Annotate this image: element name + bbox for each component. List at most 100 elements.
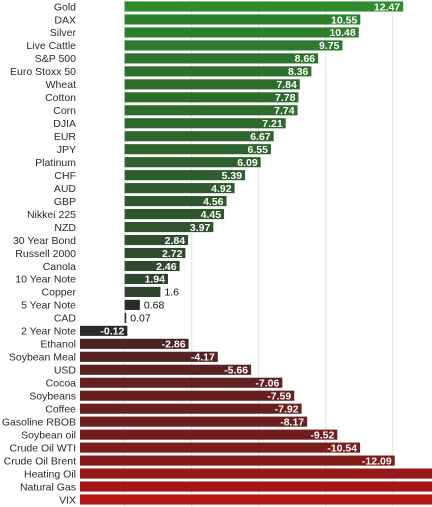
category-label: Live Cattle	[26, 40, 76, 52]
category-label: Nikkei 225	[27, 209, 76, 221]
category-label: CAD	[54, 313, 77, 325]
category-label: Coffee	[45, 403, 76, 415]
value-label: 7.21	[262, 118, 283, 130]
bar	[124, 273, 169, 285]
value-label: 6.67	[250, 131, 271, 143]
value-label: 0.07	[130, 313, 151, 325]
category-label: Canola	[43, 261, 76, 273]
bar	[124, 92, 299, 103]
value-label: -12.09	[362, 455, 392, 467]
category-label: Cotton	[45, 92, 76, 104]
bar	[124, 14, 361, 25]
value-label: 10.55	[331, 14, 357, 26]
category-label: Russell 2000	[15, 248, 76, 260]
value-label: -0.12	[100, 326, 124, 338]
value-label: 1.94	[145, 274, 166, 286]
bar	[80, 364, 252, 375]
value-label: -2.86	[162, 339, 186, 351]
bar	[124, 221, 214, 233]
bar	[80, 403, 302, 414]
category-label: DJIA	[53, 118, 76, 130]
bar	[124, 118, 286, 129]
value-label: 8.66	[295, 53, 316, 65]
value-label: -7.92	[275, 403, 299, 415]
bar	[124, 131, 274, 142]
category-label: 30 Year Bond	[13, 235, 76, 247]
category-label: 5 Year Note	[21, 300, 76, 312]
value-label: -9.52	[310, 429, 334, 441]
bar	[124, 144, 271, 155]
bar	[124, 234, 189, 246]
bar	[124, 286, 161, 297]
category-label: Euro Stoxx 50	[10, 66, 76, 78]
category-label: 2 Year Note	[21, 326, 76, 338]
bar	[80, 455, 395, 466]
category-label: USD	[54, 365, 77, 377]
category-label: Ethanol	[40, 339, 76, 351]
value-label: -5.66	[224, 365, 248, 377]
value-label: 9.75	[319, 40, 340, 52]
category-label: Corn	[53, 105, 76, 117]
bar	[80, 390, 295, 401]
category-label: Soybean Meal	[9, 352, 76, 364]
bar	[80, 351, 218, 362]
category-label: VIX	[59, 494, 76, 506]
bar	[80, 377, 283, 388]
category-label: Soybean oil	[21, 429, 76, 441]
bar	[80, 481, 432, 492]
value-label: 2.84	[165, 235, 186, 247]
bar	[124, 157, 261, 168]
value-label: -8.17	[280, 416, 304, 428]
bar	[124, 196, 227, 207]
bar	[124, 260, 180, 272]
category-label: 10 Year Note	[15, 274, 76, 286]
value-label: 5.39	[222, 170, 243, 182]
category-label: GBP	[54, 196, 76, 208]
category-label: DAX	[54, 14, 76, 26]
value-label: 4.92	[211, 183, 232, 195]
bar	[124, 183, 235, 194]
bar	[80, 325, 128, 336]
bar	[80, 338, 189, 349]
value-label: 4.45	[201, 209, 222, 221]
value-label: 6.55	[248, 144, 269, 156]
category-label: Wheat	[46, 79, 76, 91]
bar	[124, 53, 319, 64]
category-label: Cocoa	[46, 378, 77, 390]
bar	[124, 105, 298, 116]
bar	[80, 416, 308, 427]
bar	[124, 209, 225, 220]
category-label: Crude Oil WTI	[9, 442, 76, 454]
category-label: Heating Oil	[24, 468, 76, 480]
value-label: -4.17	[191, 352, 215, 364]
category-label: EUR	[54, 131, 77, 143]
value-label: -7.59	[267, 391, 291, 403]
bar	[124, 66, 312, 77]
value-label: 10.48	[329, 27, 355, 39]
value-label: 4.56	[203, 196, 224, 208]
category-label: NZD	[54, 222, 76, 234]
value-label: 12.47	[374, 1, 400, 13]
bar	[80, 442, 361, 453]
category-label: Platinum	[35, 157, 76, 169]
category-label: Soybeans	[29, 391, 76, 403]
category-label: Gasoline RBOB	[2, 416, 76, 428]
category-label: CHF	[54, 170, 76, 182]
value-label: 2.72	[162, 248, 183, 260]
value-label: -10.54	[327, 442, 357, 454]
value-label: 8.36	[288, 66, 309, 78]
category-label: Crude Oil Brent	[4, 455, 76, 467]
bar	[80, 494, 432, 505]
value-label: 2.46	[156, 261, 177, 273]
bar	[124, 312, 127, 323]
bar	[80, 468, 432, 479]
category-label: JPY	[57, 144, 76, 156]
bar	[80, 429, 338, 440]
value-label: 0.68	[144, 300, 165, 312]
value-label: 6.09	[237, 157, 258, 169]
bar	[124, 27, 359, 38]
value-label: -7.06	[255, 378, 279, 390]
bar	[124, 247, 186, 259]
